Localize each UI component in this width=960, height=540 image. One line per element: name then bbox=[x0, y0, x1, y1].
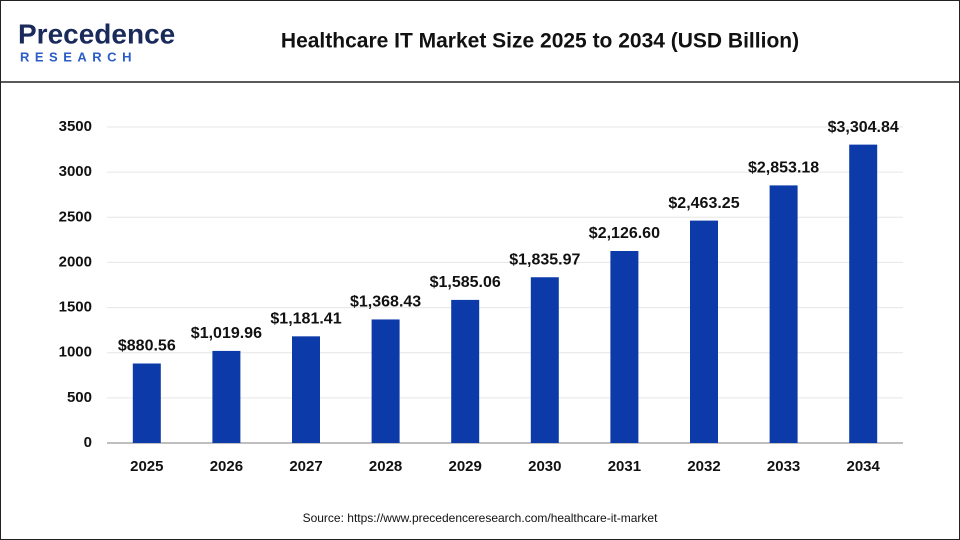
x-tick-label: 2034 bbox=[847, 458, 881, 475]
x-tick-label: 2033 bbox=[767, 458, 800, 475]
y-tick-label: 500 bbox=[67, 389, 92, 406]
logo-name: Precedence bbox=[18, 18, 175, 49]
value-label: $1,181.41 bbox=[270, 311, 341, 328]
x-tick-label: 2025 bbox=[130, 458, 163, 475]
value-label: $2,463.25 bbox=[668, 195, 739, 212]
value-label: $1,585.06 bbox=[430, 274, 501, 291]
logo-sub: RESEARCH bbox=[20, 49, 137, 64]
bar bbox=[451, 299, 480, 443]
x-tick-label: 2029 bbox=[449, 458, 482, 475]
value-label: $880.56 bbox=[118, 338, 176, 355]
bar bbox=[530, 277, 559, 443]
value-label: $1,019.96 bbox=[191, 325, 262, 342]
y-tick-label: 2000 bbox=[59, 253, 92, 270]
value-label: $1,835.97 bbox=[509, 251, 580, 268]
value-label: $1,368.43 bbox=[350, 294, 421, 311]
source-note: Source: https://www.precedenceresearch.c… bbox=[303, 511, 658, 525]
x-tick-label: 2032 bbox=[687, 458, 720, 475]
y-tick-label: 1000 bbox=[59, 344, 92, 361]
y-tick-label: 3000 bbox=[59, 163, 92, 180]
x-tick-label: 2030 bbox=[528, 458, 561, 475]
y-tick-label: 1500 bbox=[59, 299, 92, 316]
value-label: $3,304.84 bbox=[828, 119, 899, 136]
x-tick-label: 2026 bbox=[210, 458, 243, 475]
x-tick-label: 2027 bbox=[289, 458, 322, 475]
value-label: $2,853.18 bbox=[748, 160, 819, 177]
bar bbox=[212, 350, 241, 443]
bar bbox=[132, 363, 161, 443]
bar bbox=[769, 185, 798, 443]
chart-title: Healthcare IT Market Size 2025 to 2034 (… bbox=[281, 30, 799, 53]
bar bbox=[371, 319, 400, 443]
value-label: $2,126.60 bbox=[589, 225, 660, 242]
y-tick-label: 0 bbox=[84, 434, 92, 451]
x-tick-label: 2031 bbox=[608, 458, 641, 475]
bar bbox=[292, 336, 320, 443]
x-tick-label: 2028 bbox=[369, 458, 402, 475]
bar bbox=[690, 220, 718, 443]
bar bbox=[610, 250, 639, 443]
bar bbox=[849, 144, 878, 443]
y-tick-label: 3500 bbox=[59, 118, 92, 135]
y-tick-label: 2500 bbox=[59, 208, 92, 225]
